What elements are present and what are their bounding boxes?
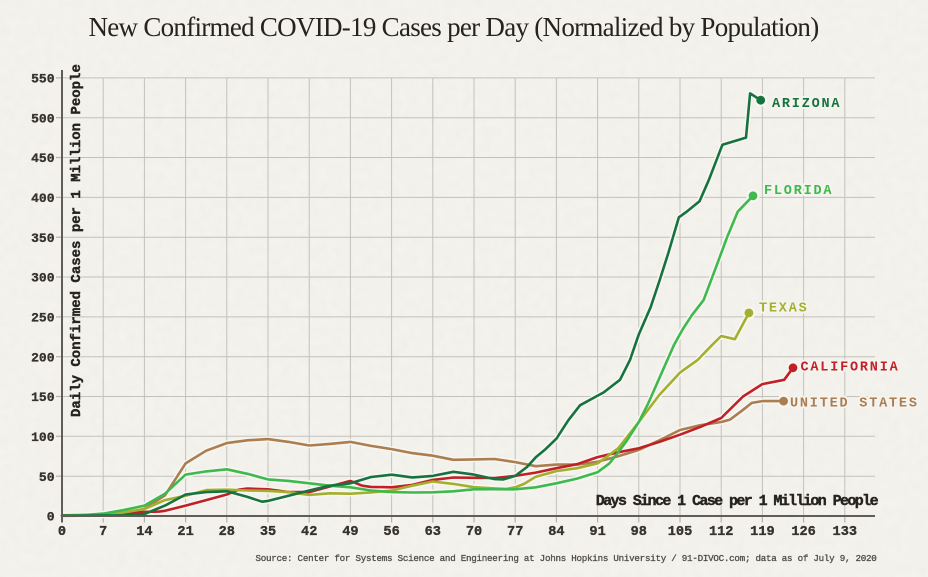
svg-text:250: 250 xyxy=(31,311,55,326)
svg-text:0: 0 xyxy=(47,510,55,525)
svg-text:35: 35 xyxy=(260,525,276,540)
svg-text:49: 49 xyxy=(342,525,358,540)
svg-text:63: 63 xyxy=(425,525,441,540)
svg-text:0: 0 xyxy=(58,525,66,540)
svg-text:105: 105 xyxy=(668,525,692,540)
svg-text:126: 126 xyxy=(791,525,815,540)
svg-text:CALIFORNIA: CALIFORNIA xyxy=(801,361,900,376)
svg-text:42: 42 xyxy=(301,525,317,540)
svg-text:84: 84 xyxy=(548,525,564,540)
svg-text:500: 500 xyxy=(31,111,55,126)
svg-text:TEXAS: TEXAS xyxy=(759,301,809,316)
svg-text:FLORIDA: FLORIDA xyxy=(764,184,833,199)
svg-text:28: 28 xyxy=(219,525,235,540)
svg-text:150: 150 xyxy=(31,390,55,405)
svg-text:50: 50 xyxy=(39,470,55,485)
svg-text:ARIZONA: ARIZONA xyxy=(772,97,841,112)
svg-text:77: 77 xyxy=(507,525,523,540)
svg-text:Daily Confirmed Cases per 1 Mi: Daily Confirmed Cases per 1 Million Peop… xyxy=(69,64,85,417)
svg-text:133: 133 xyxy=(833,525,857,540)
svg-text:300: 300 xyxy=(31,271,55,286)
svg-text:100: 100 xyxy=(31,430,55,445)
svg-text:350: 350 xyxy=(31,231,55,246)
svg-text:New Confirmed COVID-19 Cases p: New Confirmed COVID-19 Cases per Day (No… xyxy=(89,12,819,42)
svg-text:70: 70 xyxy=(466,525,482,540)
svg-text:56: 56 xyxy=(383,525,399,540)
svg-text:112: 112 xyxy=(709,525,733,540)
svg-text:14: 14 xyxy=(136,525,152,540)
svg-text:21: 21 xyxy=(177,525,193,540)
svg-text:98: 98 xyxy=(631,525,647,540)
svg-text:119: 119 xyxy=(750,525,774,540)
svg-text:Source: Center for Systems Sci: Source: Center for Systems Science and E… xyxy=(255,553,876,564)
svg-text:200: 200 xyxy=(31,350,55,365)
svg-text:550: 550 xyxy=(31,72,55,87)
svg-text:91: 91 xyxy=(589,525,605,540)
svg-text:7: 7 xyxy=(99,525,107,540)
svg-text:400: 400 xyxy=(31,191,55,206)
svg-text:Days Since 1 Case per 1 Millio: Days Since 1 Case per 1 Million People xyxy=(596,493,879,510)
svg-text:UNITED STATES: UNITED STATES xyxy=(790,397,919,412)
svg-text:450: 450 xyxy=(31,151,55,166)
